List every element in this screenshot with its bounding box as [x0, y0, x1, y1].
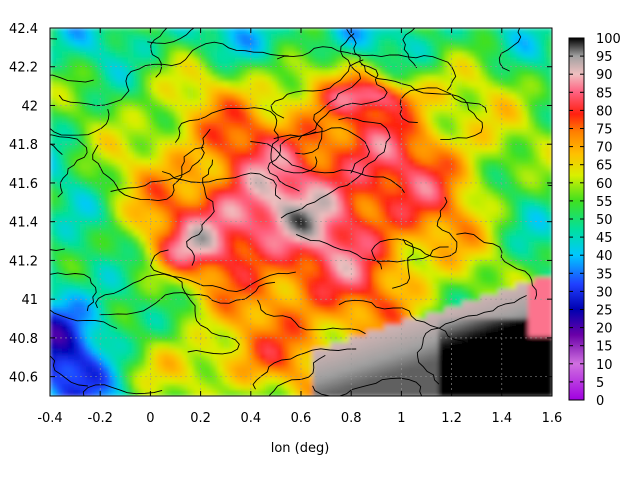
- y-tick-label: 40.8: [9, 332, 38, 347]
- contour-line: [338, 299, 538, 377]
- contour-line: [161, 171, 281, 200]
- contour-line: [50, 355, 88, 387]
- x-tick-label: 0.6: [291, 411, 312, 426]
- x-axis: -0.4 -0.2 0 0.2 0.4 0.6 0.8 1 1.2 1.4 1.6: [37, 28, 562, 426]
- x-tick-label: 1.4: [491, 411, 512, 426]
- contour-line: [346, 29, 483, 140]
- contour-line: [416, 295, 527, 385]
- contour-line: [95, 271, 296, 309]
- contour-line: [58, 41, 289, 107]
- contour-line: [280, 117, 391, 219]
- colorbar-tick-label: 15: [596, 340, 613, 355]
- y-tick-label: 42.4: [9, 22, 38, 37]
- colorbar-tick-label: 70: [596, 141, 613, 156]
- contour-line: [371, 238, 414, 289]
- contour-line: [267, 131, 317, 192]
- contour-line: [92, 144, 204, 202]
- colorbar-tick-label: 25: [596, 304, 613, 319]
- contour-line: [82, 384, 163, 396]
- contour-line: [295, 33, 361, 155]
- heatmap: [50, 28, 552, 396]
- colorbar-tick-label: 5: [596, 376, 604, 391]
- y-tick-label: 41.4: [9, 216, 38, 231]
- y-tick-label: 41.6: [9, 177, 38, 192]
- contour-line: [402, 196, 458, 259]
- x-axis-label: lon (deg): [271, 441, 330, 456]
- colorbar-tick-label: 65: [596, 159, 613, 174]
- colorbar-tick-label: 60: [596, 177, 613, 192]
- contour-line: [186, 159, 215, 266]
- contour-line: [50, 272, 97, 312]
- colorbar-tick-label: 80: [596, 104, 613, 119]
- colorbar-tick-label: 75: [596, 123, 613, 138]
- x-tick-label: 0.8: [341, 411, 362, 426]
- contour-line: [149, 249, 240, 355]
- contour-line: [399, 87, 487, 124]
- contour-line: [296, 233, 449, 263]
- grid: [50, 28, 552, 396]
- colorbar-tick-label: 30: [596, 285, 613, 300]
- contour-line: [50, 108, 110, 136]
- colorbar-axis: 0 5 10 15 20 25 30 35 40 45 50 55 60 65 70 75 80 85 90 95 10…: [569, 32, 621, 409]
- y-tick-label: 42: [21, 99, 38, 114]
- contour-line: [402, 28, 418, 69]
- x-tick-label: 0: [146, 411, 154, 426]
- contour-line: [50, 309, 118, 329]
- contour-line: [174, 107, 318, 174]
- contour-line: [498, 28, 522, 72]
- contour-line: [147, 28, 195, 44]
- y-tick-label: 40.6: [9, 371, 38, 386]
- colorbar-tick-label: 90: [596, 68, 613, 83]
- y-tick-label: 42.2: [9, 61, 38, 76]
- x-tick-label: 0.2: [190, 411, 211, 426]
- contour-line: [110, 128, 211, 192]
- contour-line: [276, 46, 457, 91]
- y-tick-label: 41: [21, 293, 38, 308]
- contour-line: [150, 28, 168, 78]
- colorbar-tick-label: 85: [596, 86, 613, 101]
- contour-line: [257, 299, 366, 335]
- x-tick-label: -0.4: [37, 411, 62, 426]
- contour-line: [99, 281, 276, 316]
- y-tick-label: 41.2: [9, 254, 38, 269]
- contour-line: [547, 184, 552, 187]
- y-tick-label: 41.8: [9, 138, 38, 153]
- colorbar-tick-label: 35: [596, 267, 613, 282]
- colorbar-tick-label: 55: [596, 195, 613, 210]
- contour-line: [50, 134, 88, 198]
- contour-line: [269, 355, 326, 396]
- colorbar-tick-label: 20: [596, 322, 613, 337]
- colorbar-tick-label: 40: [596, 249, 613, 264]
- colorbar-tick-label: 100: [596, 32, 621, 47]
- colorbar-tick-label: 95: [596, 50, 613, 65]
- contour-line: [456, 232, 537, 300]
- contour-line: [250, 141, 405, 194]
- colorbar-tick-label: 0: [596, 394, 604, 409]
- colorbar-tick-label: 45: [596, 231, 613, 246]
- colorbar-tick-label: 10: [596, 358, 613, 373]
- x-tick-label: 1.6: [542, 411, 563, 426]
- contour-line: [252, 348, 357, 390]
- x-tick-label: -0.2: [88, 411, 113, 426]
- x-tick-label: 1: [397, 411, 405, 426]
- y-axis: 40.6 40.8 41 41.2 41.4 41.6 41.8 42 42.2 42.4: [9, 22, 552, 386]
- x-tick-label: 1.2: [441, 411, 462, 426]
- x-tick-label: 0.4: [240, 411, 261, 426]
- colorbar-tick-label: 50: [596, 213, 613, 228]
